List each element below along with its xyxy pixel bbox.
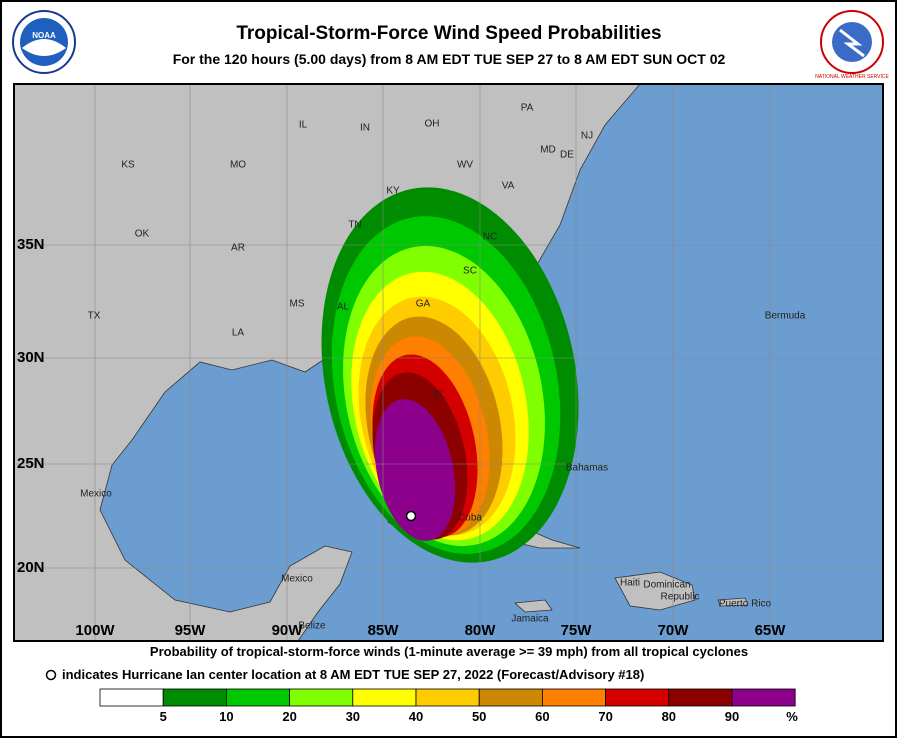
- place-label: Haiti: [620, 578, 640, 589]
- longitude-label: 100W: [75, 622, 115, 639]
- place-label: KS: [121, 160, 135, 171]
- place-label: Bahamas: [566, 463, 608, 474]
- subtitle: For the 120 hours (5.00 days) from 8 AM …: [173, 51, 726, 67]
- legend-label: 40: [409, 709, 423, 724]
- place-label: NJ: [581, 131, 593, 142]
- legend-unit: %: [786, 709, 798, 724]
- footer-line-1: Probability of tropical-storm-force wind…: [150, 644, 748, 659]
- legend-swatch: [99, 688, 164, 707]
- latitude-label: 25N: [17, 455, 45, 472]
- place-label: VA: [502, 181, 515, 192]
- color-legend: 5 10 20 30 40 50 60 70 80 90%: [99, 688, 798, 724]
- longitude-label: 80W: [465, 622, 497, 639]
- place-label: KY: [386, 186, 400, 197]
- legend-label: 10: [219, 709, 233, 724]
- legend-swatch: [162, 688, 227, 707]
- place-label: Bermuda: [765, 311, 806, 322]
- legend-label: 50: [472, 709, 486, 724]
- legend-label: 90: [725, 709, 739, 724]
- place-label: Cuba: [458, 513, 482, 524]
- legend-label: 60: [535, 709, 549, 724]
- legend-label: 70: [598, 709, 612, 724]
- land-jamaica: [514, 599, 553, 613]
- title: Tropical-Storm-Force Wind Speed Probabil…: [236, 23, 661, 44]
- legend-swatch: [352, 688, 417, 707]
- place-label: Mexico: [281, 574, 313, 585]
- place-label: Jamaica: [511, 614, 549, 625]
- longitude-label: 85W: [368, 622, 400, 639]
- probability-area: [374, 399, 456, 541]
- storm-center-marker: [405, 510, 417, 522]
- legend-swatch: [478, 688, 543, 707]
- legend-swatch: [542, 688, 607, 707]
- place-label: AL: [337, 302, 350, 313]
- longitude-label: 90W: [272, 622, 304, 639]
- legend-label: 80: [662, 709, 676, 724]
- place-label: TN: [348, 220, 361, 231]
- latitude-label: 30N: [17, 349, 45, 366]
- place-label: Puerto Rico: [719, 599, 772, 610]
- map-border: [13, 83, 884, 642]
- legend-swatch: [415, 688, 480, 707]
- legend-swatch: [668, 688, 733, 707]
- place-label: GA: [416, 299, 431, 310]
- nws-logo: NATIONAL WEATHER SERVICE: [815, 10, 890, 80]
- noaa-logo: NOAA: [12, 10, 76, 74]
- place-label: DE: [560, 150, 574, 161]
- logo-text: NOAA: [32, 31, 56, 40]
- footer-line-2: indicates Hurricane Ian center location …: [62, 667, 644, 682]
- place-label: MO: [230, 160, 246, 171]
- land-puerto-rico: [717, 597, 749, 607]
- latitude-label: 35N: [17, 236, 45, 253]
- place-label: FL: [434, 390, 446, 401]
- place-label: SC: [463, 266, 477, 277]
- legend-label: 30: [346, 709, 360, 724]
- place-label: OK: [135, 229, 150, 240]
- place-label: MS: [290, 299, 305, 310]
- place-label: Dominican: [643, 580, 690, 591]
- legend-marker: [45, 669, 57, 681]
- longitude-label: 65W: [755, 622, 787, 639]
- legend-swatch: [289, 688, 354, 707]
- legend-swatch: [225, 688, 290, 707]
- place-label: OH: [425, 119, 440, 130]
- legend-label: 20: [282, 709, 296, 724]
- place-label: Republic: [661, 592, 700, 603]
- place-label: Belize: [298, 621, 326, 632]
- place-label: MD: [540, 145, 556, 156]
- place-label: PA: [521, 103, 534, 114]
- legend-swatch: [605, 688, 670, 707]
- land-hispaniola: [614, 571, 696, 611]
- probability-contours: [321, 187, 579, 563]
- place-label: NC: [483, 232, 497, 243]
- graticule: [14, 84, 883, 641]
- place-label: Mexico: [80, 489, 112, 500]
- map: KS MO IL IN OH PA NJ MD DE WV VA KY TN NC OK AR SC GA MS AL…: [14, 84, 883, 641]
- coordinate-labels: 35N 30N 25N 20N 100W 95W 90W 85W 80W 75W 70W 65W: [17, 236, 786, 639]
- place-label: WV: [457, 160, 473, 171]
- longitude-label: 75W: [561, 622, 593, 639]
- latitude-label: 20N: [17, 559, 45, 576]
- longitude-label: 95W: [175, 622, 207, 639]
- legend-swatch: [731, 688, 796, 707]
- place-label: TX: [88, 311, 101, 322]
- place-label: IN: [360, 123, 370, 134]
- place-label: AR: [231, 243, 245, 254]
- logo-text: NATIONAL WEATHER SERVICE: [815, 74, 889, 80]
- place-label: IL: [299, 120, 308, 131]
- place-labels: KS MO IL IN OH PA NJ MD DE WV VA KY TN NC OK AR SC GA MS AL…: [80, 103, 806, 632]
- longitude-label: 70W: [658, 622, 690, 639]
- legend-label: 5: [160, 709, 167, 724]
- place-label: LA: [232, 328, 245, 339]
